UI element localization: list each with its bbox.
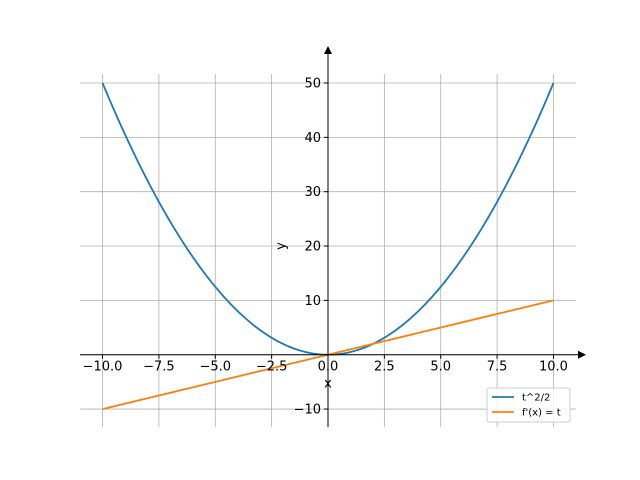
legend-label: t^2/2 [522,393,550,404]
legend: t^2/2 f'(x) = t [486,387,571,423]
x-tick-label: 0.0 [318,360,339,375]
y-tick-label: 50 [304,76,321,91]
tick-labels: −10.0 −7.5 −5.0 −2.5 0.0 2.5 5.0 7.5 10.0 −10 10 20… [83,76,568,417]
y-tick-label: 40 [304,131,321,146]
y-axis-label: y [274,242,289,250]
x-tick-label: 2.5 [374,360,395,375]
x-tick-label: 7.5 [487,360,508,375]
y-axis-arrow [324,46,332,54]
x-tick-label: 10.0 [539,360,568,375]
y-tick-label: 30 [304,185,321,200]
y-tick-label: −10 [294,403,321,418]
x-axis-arrow [578,350,586,359]
x-tick-label: −10.0 [83,360,123,375]
y-tick-label: 10 [304,294,321,309]
axes [80,46,586,427]
x-tick-label: 5.0 [430,360,451,375]
y-tick-label: 20 [304,240,321,255]
legend-label: f'(x) = t [522,408,561,419]
x-tick-label: −5.0 [199,360,231,375]
x-tick-label: −7.5 [143,360,175,375]
legend-entries: t^2/2 f'(x) = t [492,393,561,419]
x-tick-label: −2.5 [256,360,288,375]
x-axis-label: x [324,377,332,392]
